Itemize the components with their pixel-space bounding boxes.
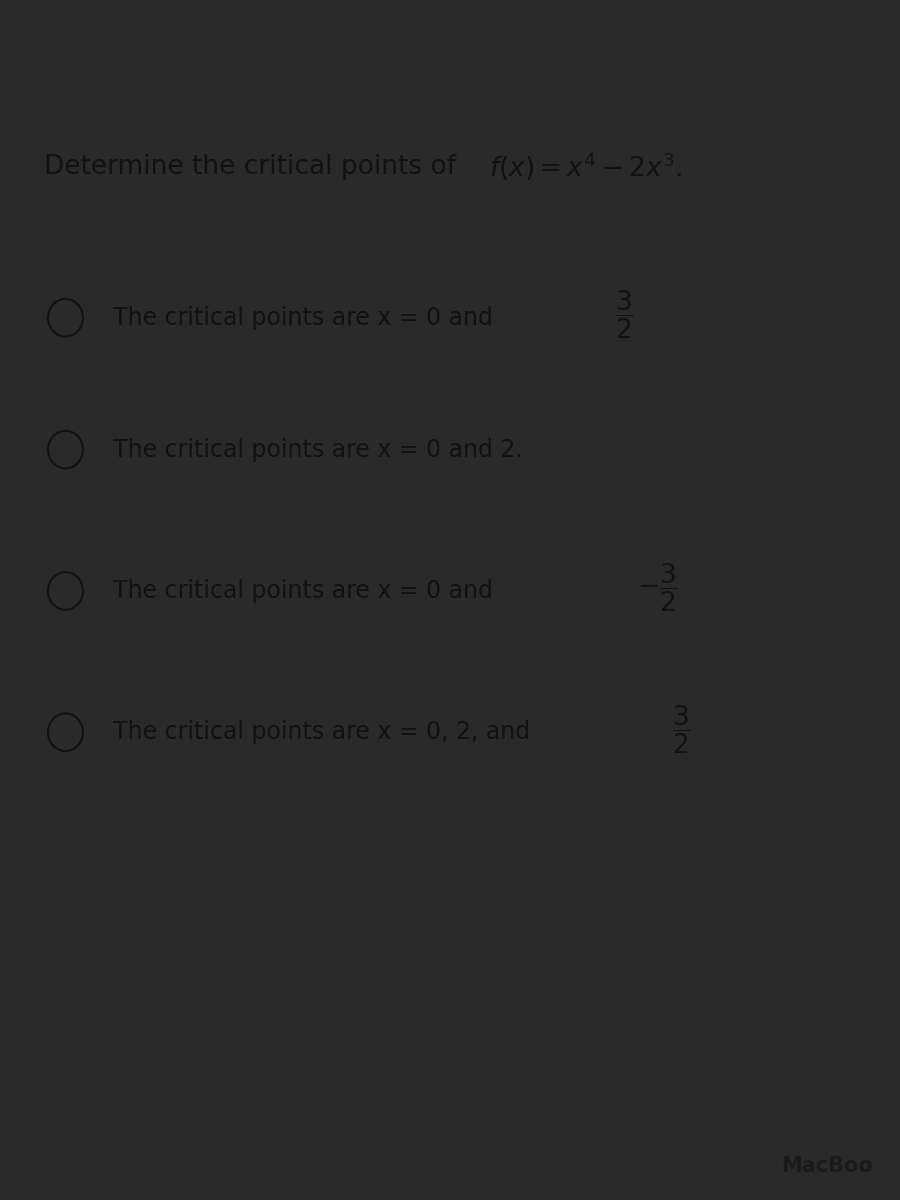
Text: The critical points are x = 0, 2, and: The critical points are x = 0, 2, and xyxy=(113,720,538,744)
Text: The critical points are x = 0 and: The critical points are x = 0 and xyxy=(113,306,501,330)
Text: Determine the critical points of: Determine the critical points of xyxy=(44,154,455,180)
Text: $-\dfrac{3}{2}$: $-\dfrac{3}{2}$ xyxy=(637,562,679,614)
Text: $f(x) = x^4 - 2x^3.$: $f(x) = x^4 - 2x^3.$ xyxy=(489,151,682,184)
Text: The critical points are x = 0 and 2.: The critical points are x = 0 and 2. xyxy=(113,438,523,462)
Text: $\dfrac{3}{2}$: $\dfrac{3}{2}$ xyxy=(672,703,691,756)
Text: $\dfrac{3}{2}$: $\dfrac{3}{2}$ xyxy=(616,289,634,341)
Text: MacBoo: MacBoo xyxy=(781,1156,873,1176)
Text: The critical points are x = 0 and: The critical points are x = 0 and xyxy=(113,578,501,602)
